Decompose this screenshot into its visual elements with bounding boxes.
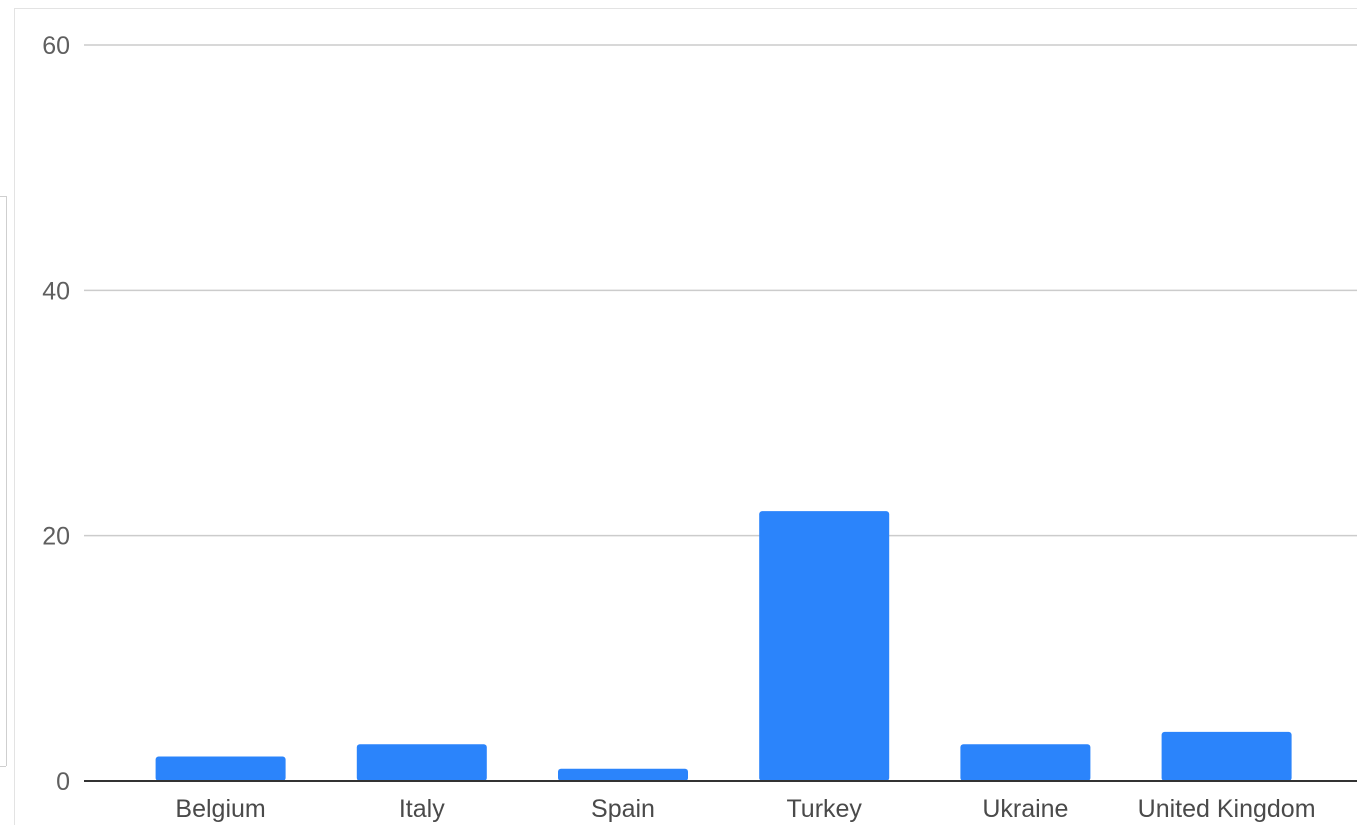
x-label-belgium: Belgium bbox=[175, 795, 265, 823]
x-label-spain: Spain bbox=[591, 795, 655, 823]
bar-belgium[interactable] bbox=[155, 756, 286, 781]
bars bbox=[155, 511, 1292, 781]
y-tick-label-20: 20 bbox=[42, 523, 70, 551]
chart-frame-top-border bbox=[14, 8, 1357, 9]
x-axis-category-labels: Belgium Italy Spain Turkey Ukraine United Kin… bbox=[175, 795, 1315, 823]
bar-italy[interactable] bbox=[356, 744, 487, 781]
side-panel-edge-top bbox=[0, 196, 6, 197]
y-tick-label-60: 60 bbox=[42, 32, 70, 60]
bar-spain[interactable] bbox=[558, 768, 688, 781]
bar-united-kingdom[interactable] bbox=[1161, 731, 1292, 781]
gridlines bbox=[84, 44, 1357, 537]
x-label-turkey: Turkey bbox=[786, 795, 862, 823]
side-panel-edge bbox=[6, 196, 7, 766]
x-label-united-kingdom: United Kingdom bbox=[1138, 795, 1316, 823]
chart-frame-left-border bbox=[14, 8, 15, 825]
y-tick-label-0: 0 bbox=[56, 768, 70, 796]
side-panel-edge-bottom bbox=[0, 766, 6, 767]
bar-ukraine[interactable] bbox=[960, 744, 1091, 781]
bar-turkey[interactable] bbox=[759, 511, 890, 781]
x-label-ukraine: Ukraine bbox=[982, 795, 1068, 823]
x-label-italy: Italy bbox=[399, 795, 445, 823]
y-axis-tick-labels: 0 20 40 60 bbox=[42, 32, 70, 796]
y-tick-label-40: 40 bbox=[42, 277, 70, 305]
